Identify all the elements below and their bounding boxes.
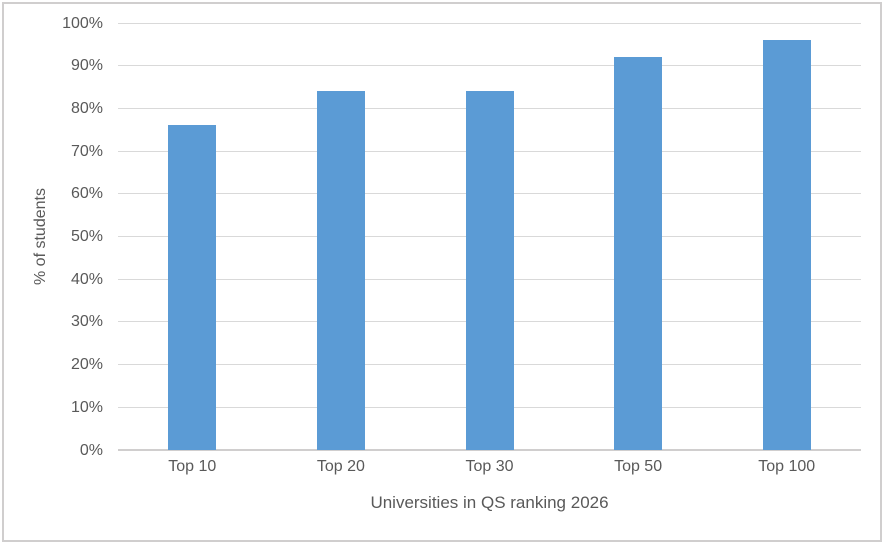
x-tick-label-top-50: Top 50 (614, 458, 663, 475)
bar-top-100 (762, 40, 811, 450)
bar-top-20 (316, 91, 365, 450)
x-axis-title: Universities in QS ranking 2026 (370, 493, 609, 512)
y-tick-label-100: 100% (62, 14, 103, 32)
bar-top-10 (168, 125, 217, 450)
x-axis-line (118, 449, 861, 451)
x-tick-label-top-20: Top 20 (316, 458, 365, 475)
bar-top-30 (465, 91, 514, 450)
bar-top-50 (614, 57, 663, 450)
x-tick-label-top-100: Top 100 (758, 458, 816, 475)
y-tick-label-60: 60% (70, 185, 103, 203)
y-tick-label-70: 70% (70, 142, 103, 160)
y-tick-label-50: 50% (70, 228, 103, 245)
y-tick-label-90: 90% (70, 57, 103, 75)
y-tick-label-20: 20% (70, 356, 103, 374)
y-tick-label-40: 40% (70, 270, 103, 288)
x-tick-label-top-30: Top 30 (465, 458, 514, 475)
plot-area (118, 22, 861, 451)
y-tick-label-10: 10% (70, 398, 103, 416)
y-tick-label-0: 0% (79, 441, 103, 459)
gridline-90 (118, 65, 861, 67)
gridline-100 (118, 22, 861, 24)
x-tick-label-top-10: Top 10 (168, 458, 217, 475)
y-tick-label-30: 30% (70, 313, 103, 331)
y-tick-label-80: 80% (70, 99, 103, 117)
